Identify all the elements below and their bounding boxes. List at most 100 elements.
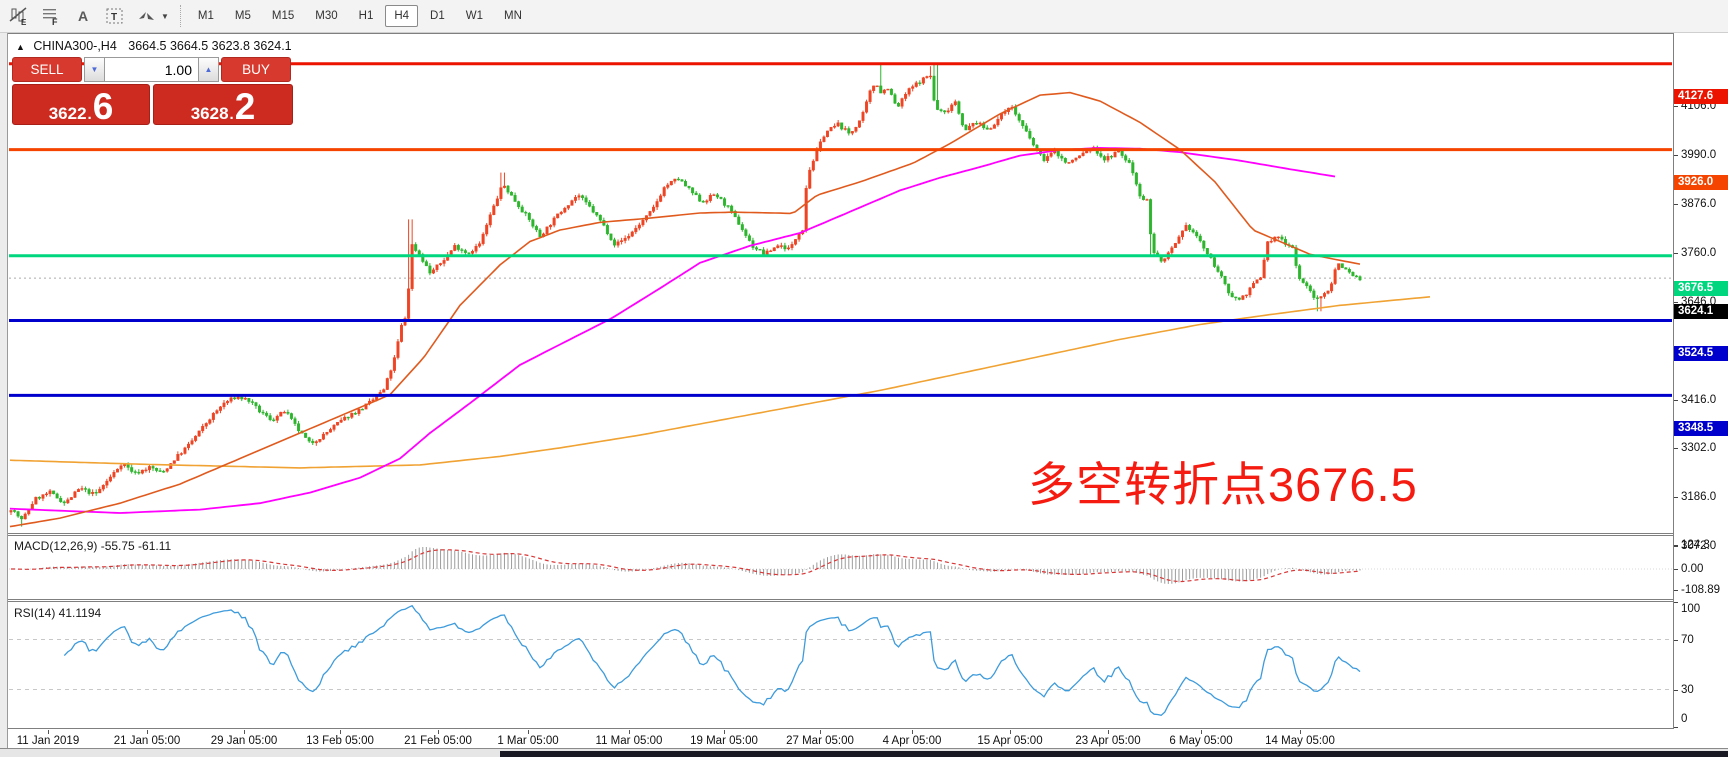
x-axis-label: 29 Jan 05:00 (210, 735, 278, 747)
tf-button-m30[interactable]: M30 (315, 10, 338, 22)
rsi-scale-tickmark (1674, 639, 1678, 641)
rsi-scale-label: 70 (1681, 633, 1694, 646)
one-click-trade-panel: SELL ▼ ▲ BUY 3622 . 6 3628 . 2 (12, 57, 293, 125)
y-axis-tickmark (1674, 497, 1678, 499)
x-axis-tickmark (244, 730, 245, 734)
timeframe-group: M1 M5 M15 M30 H1 H4 D1 W1 MN (189, 5, 534, 27)
y-axis-tick: 3302.0 (1681, 442, 1717, 455)
tf-button-mn[interactable]: MN (504, 10, 522, 22)
grid-f-icon[interactable]: F (38, 3, 64, 29)
tf-button-d1[interactable]: D1 (430, 10, 445, 22)
pane-border-macd-top (8, 535, 1728, 536)
tf-button-h1[interactable]: H1 (358, 10, 374, 22)
buy-price-main: 3628 (190, 104, 229, 123)
rsi-label: RSI(14) 41.1194 (14, 606, 102, 620)
y-axis-tickmark (1674, 155, 1678, 157)
svg-text:F: F (52, 17, 58, 27)
chart-expert-icon[interactable]: E (6, 3, 32, 29)
rsi-scale-tickmark (1674, 602, 1678, 603)
x-axis-tickmark (48, 730, 49, 734)
tf-button-m15[interactable]: M15 (271, 10, 295, 22)
tf-button-m5[interactable]: M5 (234, 10, 251, 22)
price-level-label: 3676.5 (1674, 281, 1728, 297)
rsi-scale-tickmark (1674, 727, 1678, 728)
y-axis-tickmark (1674, 399, 1678, 401)
rsi-scale-label: 100 (1681, 603, 1701, 615)
pane-border-rsi-top (8, 601, 1728, 602)
volume-increase-button[interactable]: ▲ (198, 57, 219, 82)
window-left-edge (0, 33, 8, 757)
price-level-label: 3624.1 (1674, 303, 1728, 319)
pane-border-main-bottom (8, 533, 1728, 534)
price-scale[interactable]: 4106.0 3990.0 3876.0 3760.0 3646.0 3416.0 3302… (1674, 33, 1728, 748)
text-a-icon[interactable]: A (77, 8, 89, 24)
toolbar-separator (179, 5, 181, 27)
macd-scale-label: 124.3 (1681, 539, 1710, 551)
y-axis-tickmark (1674, 545, 1678, 547)
symbol-ohlc-line: ▲ CHINA300-,H4 3664.5 3664.5 3623.8 3624… (16, 39, 292, 53)
x-axis-label: 11 Jan 2019 (16, 735, 80, 747)
rsi-scale-label: 0 (1681, 713, 1688, 725)
toolbar: E F A T ▼ (0, 0, 1728, 33)
tf-button-w1[interactable]: W1 (465, 10, 483, 22)
sell-button[interactable]: SELL (12, 57, 82, 82)
y-axis-tick: 3990.0 (1681, 149, 1717, 162)
x-axis-label: 4 Apr 05:00 (882, 735, 942, 747)
x-axis-tickmark (1201, 730, 1202, 734)
macd-scale-tickmark (1674, 545, 1678, 546)
sell-price-main: 3622 (48, 104, 87, 123)
tf-button-m1[interactable]: M1 (197, 10, 214, 22)
pane-border-rsi-bottom (8, 728, 1728, 729)
tf-button-h4[interactable]: H4 (385, 5, 419, 27)
pane-border-macd-bottom (8, 599, 1728, 600)
rsi-pane[interactable] (9, 602, 1673, 727)
dropdown-caret-icon: ▼ (161, 11, 169, 21)
x-axis-label: 1 Mar 05:00 (497, 735, 559, 747)
x-axis-tickmark (340, 730, 341, 734)
buy-button[interactable]: BUY (221, 57, 291, 82)
scale-separator (1673, 33, 1674, 729)
x-axis-label: 15 Apr 05:00 (977, 735, 1043, 747)
x-axis-label: 19 Mar 05:00 (690, 735, 758, 747)
macd-pane[interactable] (9, 536, 1673, 599)
x-axis-label: 6 May 05:00 (1169, 735, 1233, 747)
sell-price-dot: . (87, 106, 92, 123)
x-axis-tickmark (1300, 730, 1301, 734)
price-level-label: 3926.0 (1674, 175, 1728, 191)
macd-label: MACD(12,26,9) -55.75 -61.11 (14, 539, 172, 553)
macd-scale-tickmark (1674, 569, 1678, 570)
x-axis-label: 23 Apr 05:00 (1075, 735, 1141, 747)
price-level-label: 3524.5 (1674, 345, 1728, 361)
volume-input[interactable] (105, 57, 198, 82)
buy-price-big-digit: 2 (234, 86, 256, 127)
svg-text:E: E (21, 18, 27, 27)
buy-price-dot: . (229, 106, 234, 123)
svg-text:T: T (111, 12, 117, 23)
price-level-label: 3348.5 (1674, 420, 1728, 436)
chart-window: ▲ CHINA300-,H4 3664.5 3664.5 3623.8 3624… (8, 33, 1728, 748)
sell-price-box[interactable]: 3622 . 6 (12, 84, 150, 125)
background-taskbar (500, 751, 1728, 757)
x-axis-tickmark (528, 730, 529, 734)
x-axis-tickmark (629, 730, 630, 734)
buy-price-box[interactable]: 3628 . 2 (153, 84, 293, 125)
y-axis-tick: 3760.0 (1681, 247, 1717, 260)
ohlc-values: 3664.5 3664.5 3623.8 3624.1 (128, 39, 292, 53)
x-axis-label: 21 Feb 05:00 (404, 735, 472, 747)
macd-scale-tickmark (1674, 590, 1678, 592)
x-axis-tickmark (147, 730, 148, 734)
macd-scale-label: -108.89 (1681, 584, 1721, 597)
volume-decrease-button[interactable]: ▼ (84, 57, 105, 82)
x-axis-tickmark (820, 730, 821, 734)
y-axis-tickmark (1674, 203, 1678, 205)
collapse-triangle-icon[interactable]: ▲ (16, 42, 25, 52)
x-axis-tickmark (1108, 730, 1109, 734)
price-level-label: 4127.6 (1674, 89, 1728, 105)
textbox-t-icon[interactable]: T (102, 3, 128, 29)
cursor-arrows-icon[interactable]: ▼ (134, 3, 170, 29)
x-axis-label: 21 Jan 05:00 (113, 735, 181, 747)
y-axis-tickmark (1674, 106, 1678, 107)
chart-annotation-text: 多空转折点3676.5 (1028, 458, 1418, 511)
sell-price-big-digit: 6 (92, 86, 114, 127)
